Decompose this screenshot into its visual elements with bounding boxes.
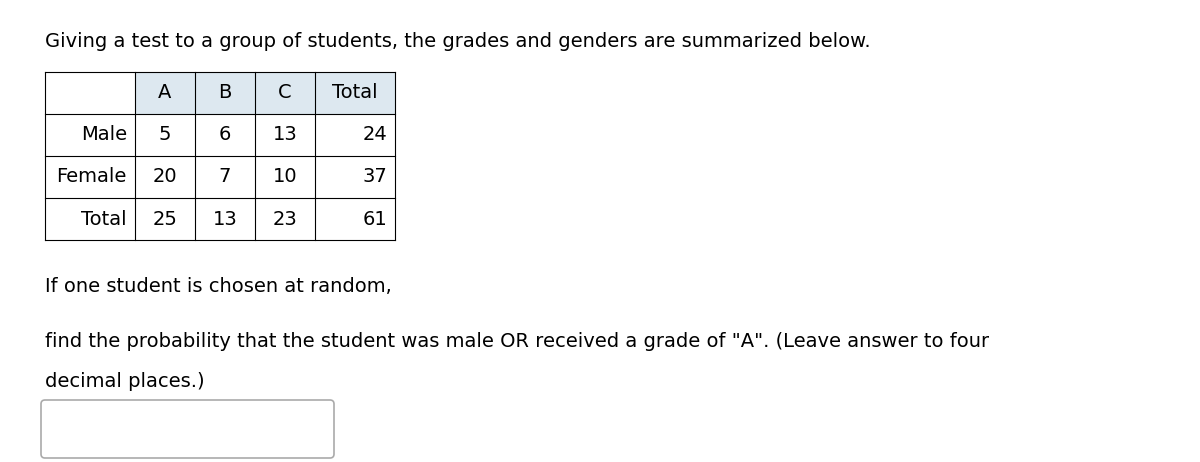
Text: 5: 5 xyxy=(158,126,172,145)
Text: If one student is chosen at random,: If one student is chosen at random, xyxy=(46,277,391,296)
Text: 23: 23 xyxy=(272,209,298,229)
Text: Total: Total xyxy=(332,84,378,103)
Text: A: A xyxy=(158,84,172,103)
Text: 61: 61 xyxy=(362,209,386,229)
Text: 24: 24 xyxy=(362,126,386,145)
Text: B: B xyxy=(218,84,232,103)
Text: 25: 25 xyxy=(152,209,178,229)
Text: 13: 13 xyxy=(212,209,238,229)
FancyBboxPatch shape xyxy=(134,72,395,114)
Text: Male: Male xyxy=(80,126,127,145)
Text: 7: 7 xyxy=(218,168,232,187)
Text: 20: 20 xyxy=(152,168,178,187)
Text: Total: Total xyxy=(82,209,127,229)
Text: 37: 37 xyxy=(362,168,386,187)
Text: find the probability that the student was male OR received a grade of "A". (Leav: find the probability that the student wa… xyxy=(46,332,989,351)
FancyBboxPatch shape xyxy=(41,400,334,458)
Text: 13: 13 xyxy=(272,126,298,145)
Text: decimal places.): decimal places.) xyxy=(46,372,205,391)
Text: 6: 6 xyxy=(218,126,232,145)
Text: Female: Female xyxy=(56,168,127,187)
Text: Giving a test to a group of students, the grades and genders are summarized belo: Giving a test to a group of students, th… xyxy=(46,32,871,51)
Text: 10: 10 xyxy=(272,168,298,187)
Text: C: C xyxy=(278,84,292,103)
